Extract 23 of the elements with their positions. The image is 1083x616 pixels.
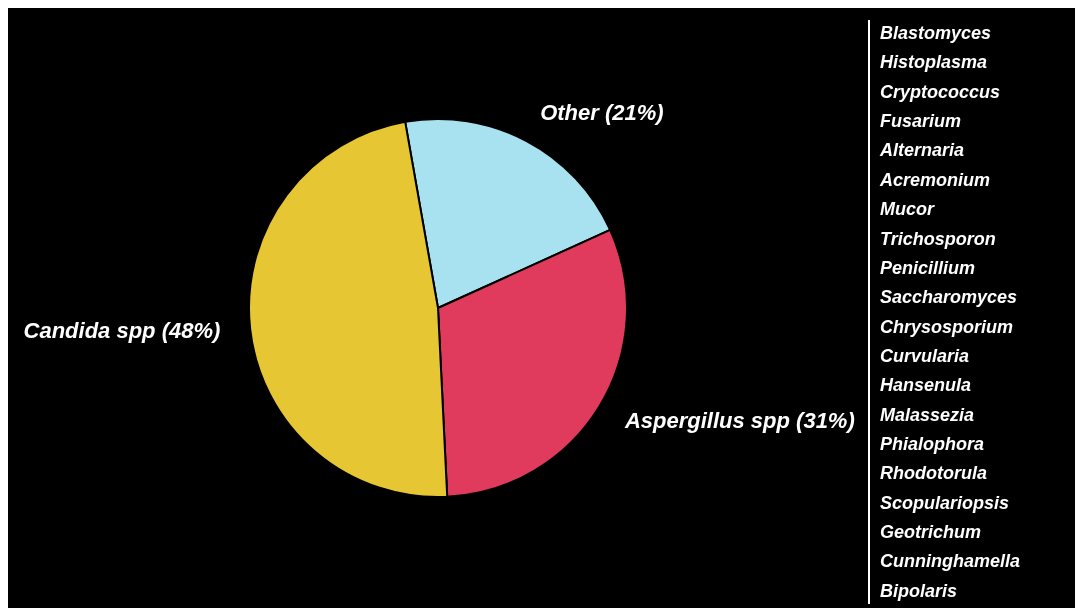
text: Fusarium [880, 110, 963, 134]
text: Malassezia [880, 403, 976, 427]
text: Rhodotorula [880, 462, 988, 486]
text: Mucor [880, 198, 936, 222]
slice-label: Candida spp (48%) [23, 318, 221, 344]
text: Bipolaris [880, 579, 959, 603]
text: Alternaria [880, 139, 966, 163]
slice-label: Other (21%) [540, 100, 664, 126]
text: Cunninghamella [880, 550, 1021, 574]
text: Phialophora [880, 433, 985, 457]
text: Penicillium [880, 256, 977, 280]
text: Hansenula [880, 374, 973, 398]
text: Acremonium [880, 168, 992, 192]
slice-label: Aspergillus spp (31%) [623, 408, 855, 434]
text: Blastomyces [880, 22, 993, 45]
text: Histoplasma [880, 51, 989, 75]
text: Trichosporon [880, 227, 997, 251]
text: Geotrichum [880, 521, 982, 545]
text: Chrysosporium [880, 315, 1015, 339]
text: Saccharomyces [880, 286, 1019, 310]
text: Curvularia [880, 344, 971, 368]
text: Scopulariopsis [880, 491, 1011, 515]
text: Cryptococcus [880, 80, 1002, 104]
